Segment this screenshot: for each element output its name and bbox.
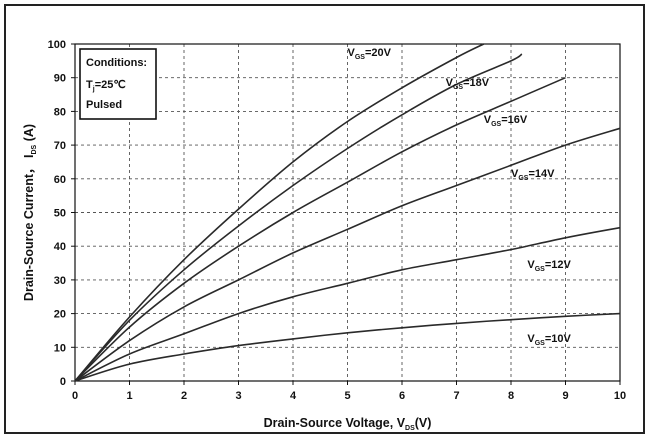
- x-tick-label: 5: [344, 390, 350, 402]
- y-tick-label: 90: [54, 73, 66, 85]
- x-tick-label: 1: [126, 390, 132, 402]
- plot-area-border: [74, 43, 621, 382]
- series-label-vgs-14v: VGS=14V: [511, 168, 555, 182]
- conditions-mode: Pulsed: [86, 99, 122, 111]
- series-line-vgs-20v: [74, 43, 485, 382]
- y-tick-label: 60: [54, 174, 66, 186]
- conditions-box: Conditions: Tj=25℃ Pulsed: [79, 48, 157, 120]
- y-axis-title: Drain-Source Current， IDS (A): [22, 124, 38, 301]
- y-tick-label: 0: [60, 376, 66, 388]
- x-tick-label: 4: [290, 390, 297, 402]
- series-line-vgs-10v: [74, 312, 621, 382]
- y-tick-label: 100: [48, 39, 66, 51]
- series-label-vgs-20v: VGS=20V: [348, 47, 392, 61]
- conditions-temperature: Tj=25℃: [86, 79, 126, 93]
- series-labels: VGS=20V VGS=18V VGS=16V VGS=14V VGS=12V VGS=1…: [348, 47, 572, 347]
- series-line-vgs-14v: [74, 127, 621, 382]
- series-line-vgs-16v: [74, 76, 566, 382]
- x-tick-label: 9: [562, 390, 568, 402]
- x-tick-label: 6: [399, 390, 405, 402]
- series-label-vgs-18v: VGS=18V: [446, 77, 490, 91]
- x-axis-title: Drain-Source Voltage, VDS(V): [264, 416, 432, 432]
- x-tick-label: 7: [453, 390, 459, 402]
- y-tick-label: 40: [54, 241, 66, 253]
- x-tick-label: 0: [72, 390, 78, 402]
- conditions-box-border: [79, 48, 157, 120]
- y-tick-label: 20: [54, 309, 66, 321]
- series-line-vgs-12v: [74, 226, 621, 382]
- series-group: [74, 43, 621, 382]
- x-tick-label: 10: [614, 390, 626, 402]
- y-tick-label: 30: [54, 275, 66, 287]
- series-label-vgs-10v: VGS=10V: [527, 333, 571, 347]
- series-line-vgs-18v: [74, 53, 523, 382]
- x-tick-label: 3: [235, 390, 241, 402]
- x-tick-label: 2: [181, 390, 187, 402]
- series-label-vgs-16v: VGS=16V: [484, 114, 528, 128]
- conditions-title: Conditions:: [86, 57, 147, 69]
- series-label-vgs-12v: VGS=12V: [527, 259, 571, 273]
- y-tick-label: 70: [54, 140, 66, 152]
- y-tick-label: 10: [54, 342, 66, 354]
- x-tick-label: 8: [508, 390, 514, 402]
- y-tick-label: 80: [54, 106, 66, 118]
- y-tick-label: 50: [54, 208, 66, 220]
